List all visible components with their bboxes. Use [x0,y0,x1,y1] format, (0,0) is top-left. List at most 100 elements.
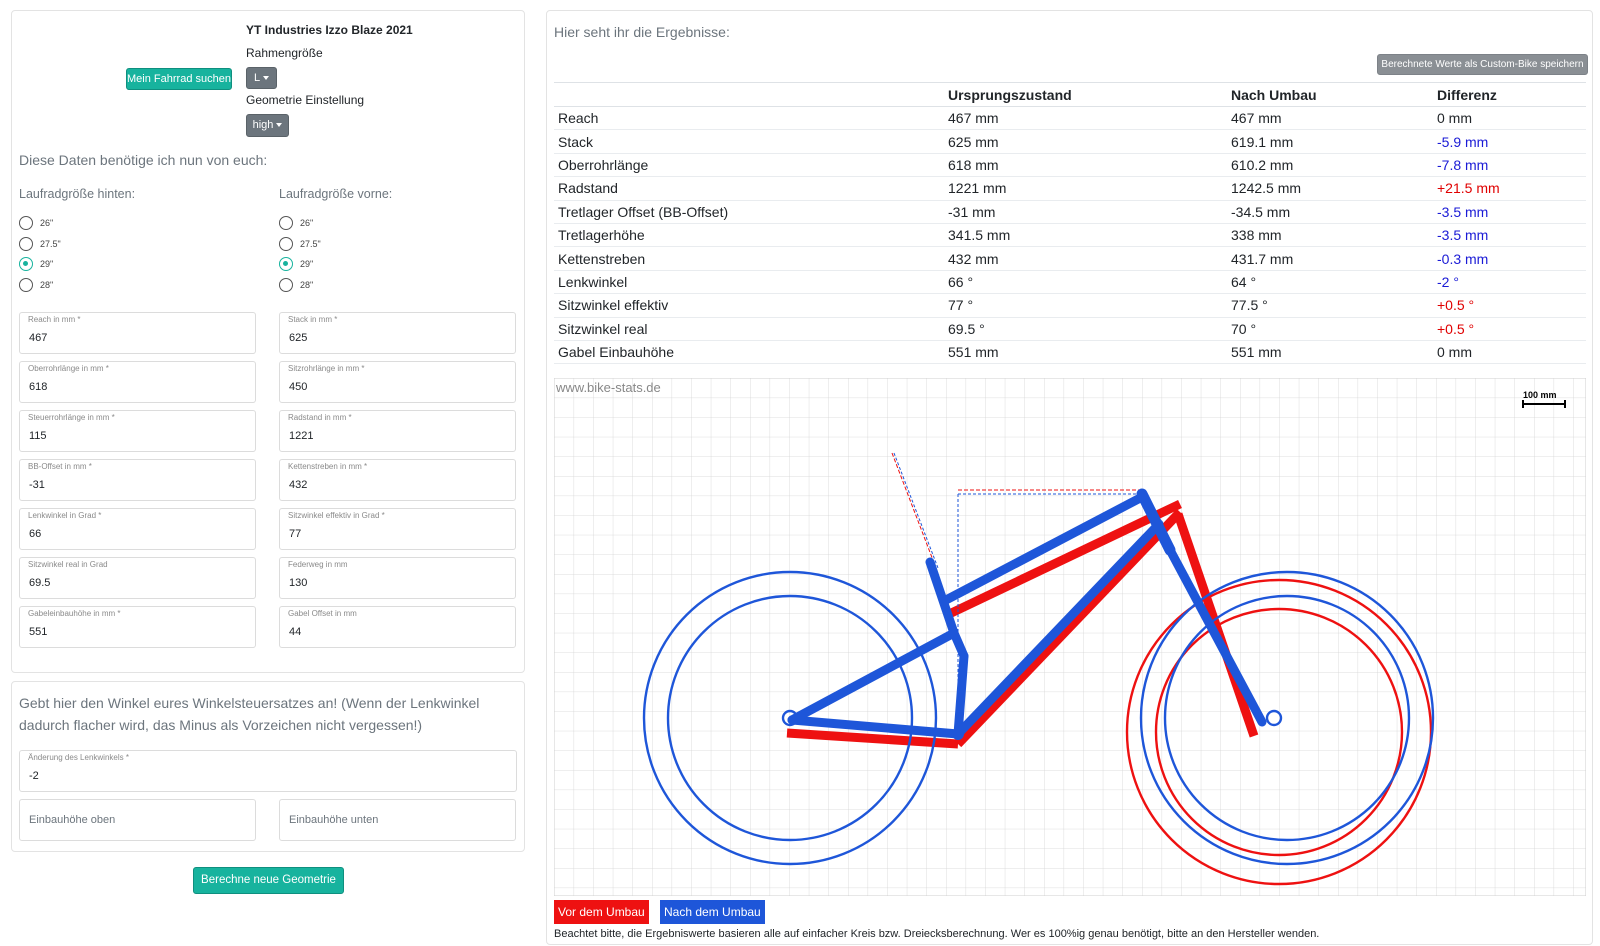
cell-diff: -7.8 mm [1433,153,1586,178]
geometry-diagram: www.bike-stats.de 100 mm [553,377,1587,897]
cell-name: Gabel Einbauhöhe [554,340,944,365]
install-height-bottom-input[interactable]: Einbauhöhe unten [279,799,516,841]
field-label: Sitzrohrlänge in mm * [288,364,365,373]
geometry-input-field[interactable]: Federweg in mm 130 [279,557,516,599]
rear-wheel-option[interactable]: 26" [19,216,53,230]
field-value: 551 [29,626,48,638]
cell-orig: 432 mm [944,246,1227,271]
cell-name: Sitzwinkel effektiv [554,293,944,318]
cell-name: Reach [554,106,944,131]
geometry-input-field[interactable]: Kettenstreben in mm * 432 [279,459,516,501]
cell-diff: -0.3 mm [1433,246,1586,271]
chainstay-before [786,728,959,749]
geometry-input-field[interactable]: Sitzrohrlänge in mm * 450 [279,361,516,403]
input-intro: Diese Daten benötige ich nun von euch: [19,152,268,168]
rear-wheel-option[interactable]: 27.5" [19,236,61,251]
cell-name: Sitzwinkel real [554,317,944,341]
geometry-input-field[interactable]: Lenkwinkel in Grad * 66 [19,508,256,550]
downtube-after [953,519,1164,739]
field-label: Steuerrohrlänge in mm * [28,413,115,422]
rear-axle [781,709,799,727]
geometry-input-field[interactable]: Gabel Offset in mm 44 [279,606,516,648]
radio-circle-icon [19,257,33,271]
geometry-input-field[interactable]: Steuerrohrlänge in mm * 115 [19,410,256,452]
geometry-input-field[interactable]: Stack in mm * 625 [279,312,516,354]
results-table: Ursprungszustand Nach Umbau Differenz Re… [554,82,1586,365]
field-label: Radstand in mm * [288,413,352,422]
front-wheel-option[interactable]: 27.5" [279,236,321,251]
table-row: Gabel Einbauhöhe 551 mm 551 mm 0 mm [554,340,1586,365]
calculate-geometry-button[interactable]: Berechne neue Geometrie [193,867,344,894]
cell-new: 338 mm [1227,223,1433,248]
geometry-input-field[interactable]: Gabeleinbauhöhe in mm * 551 [19,606,256,648]
calculation-note: Beachtet bitte, die Ergebniswerte basier… [554,928,1320,940]
field-value: 115 [29,430,47,442]
field-label: Federweg in mm [288,560,348,569]
save-custom-bike-button[interactable]: Berechnete Werte als Custom-Bike speiche… [1377,54,1588,75]
cell-diff: 0 mm [1433,106,1586,131]
table-row: Tretlagerhöhe 341.5 mm 338 mm -3.5 mm [554,223,1586,248]
downtube-before [954,508,1184,748]
field-value: 618 [29,381,48,393]
field-value: 44 [289,626,302,638]
field-value: 625 [289,332,308,344]
rear-wheel-option[interactable]: 28" [19,277,53,292]
bike-name: YT Industries Izzo Blaze 2021 [246,23,413,37]
cell-name: Stack [554,129,944,154]
table-row: Stack 625 mm 619.1 mm -5.9 mm [554,129,1586,154]
radio-circle-icon [279,277,293,292]
field-label: Sitzwinkel real in Grad [28,560,108,569]
table-row: Sitzwinkel effektiv 77 ° 77.5 ° +0.5 ° [554,293,1586,318]
rear-wheel-option[interactable]: 29" [19,257,53,271]
geometry-input-field[interactable]: Sitzwinkel effektiv in Grad * 77 [279,508,516,550]
frame-size-label: Rahmengröße [246,46,323,60]
field-value: 467 [29,332,48,344]
bike-before [786,452,1433,886]
table-row: Lenkwinkel 66 ° 64 ° -2 ° [554,270,1586,295]
geometry-input-field[interactable]: Reach in mm * 467 [19,312,256,354]
rear-wheel-option-label: 27.5" [40,238,61,249]
seatangle-line-after [893,452,939,569]
cell-name: Kettenstreben [554,246,944,271]
front-outer-wheel-before [1125,578,1433,886]
field-value: 432 [289,479,308,491]
table-row: Reach 467 mm 467 mm 0 mm [554,106,1586,131]
front-wheel-option[interactable]: 29" [279,257,313,271]
cell-orig: 1221 mm [944,176,1227,201]
cell-orig: 341.5 mm [944,223,1227,248]
header-cell: Nach Umbau [1227,82,1433,107]
cell-orig: 467 mm [944,106,1227,131]
table-row: Tretlager Offset (BB-Offset) -31 mm -34.5 … [554,200,1586,224]
bottom-bracket [952,728,964,740]
caret-down-icon [263,76,270,81]
find-bike-button[interactable]: Mein Fahrrad suchen [126,68,232,90]
cell-diff: -3.5 mm [1433,200,1586,224]
geometry-input-field[interactable]: Radstand in mm * 1221 [279,410,516,452]
install-height-top-placeholder: Einbauhöhe oben [29,814,116,826]
field-label: Oberrohrlänge in mm * [28,364,109,373]
cell-new: 610.2 mm [1227,153,1433,178]
geometry-setting-dropdown[interactable]: high [246,114,289,137]
geometry-input-field[interactable]: BB-Offset in mm * -31 [19,459,256,501]
frame-size-dropdown[interactable]: L [246,67,277,89]
headset-angle-field[interactable]: Änderung des Lenkwinkels * -2 [19,750,517,792]
cell-new: 1242.5 mm [1227,176,1433,201]
cell-new: 619.1 mm [1227,129,1433,154]
toptube-after [941,491,1149,605]
seatangle-line-before [891,452,937,569]
cell-diff: -2 ° [1433,270,1586,295]
results-body: Reach 467 mm 467 mm 0 mm Stack 625 mm 619.1 mm… [554,106,1586,365]
front-wheel-option[interactable]: 26" [279,216,313,230]
install-height-top-input[interactable]: Einbauhöhe oben [19,799,256,841]
headtube-after [1136,488,1176,556]
front-wheel-option[interactable]: 28" [279,277,313,292]
geometry-input-field[interactable]: Oberrohrlänge in mm * 618 [19,361,256,403]
cell-name: Radstand [554,176,944,201]
watermark: www.bike-stats.de [555,380,661,395]
table-row: Oberrohrlänge 618 mm 610.2 mm -7.8 mm [554,153,1586,178]
cell-orig: 618 mm [944,153,1227,178]
field-value: 77 [289,528,302,540]
field-label: Stack in mm * [288,315,338,324]
geometry-input-field[interactable]: Sitzwinkel real in Grad 69.5 [19,557,256,599]
toptube-before [943,499,1182,621]
